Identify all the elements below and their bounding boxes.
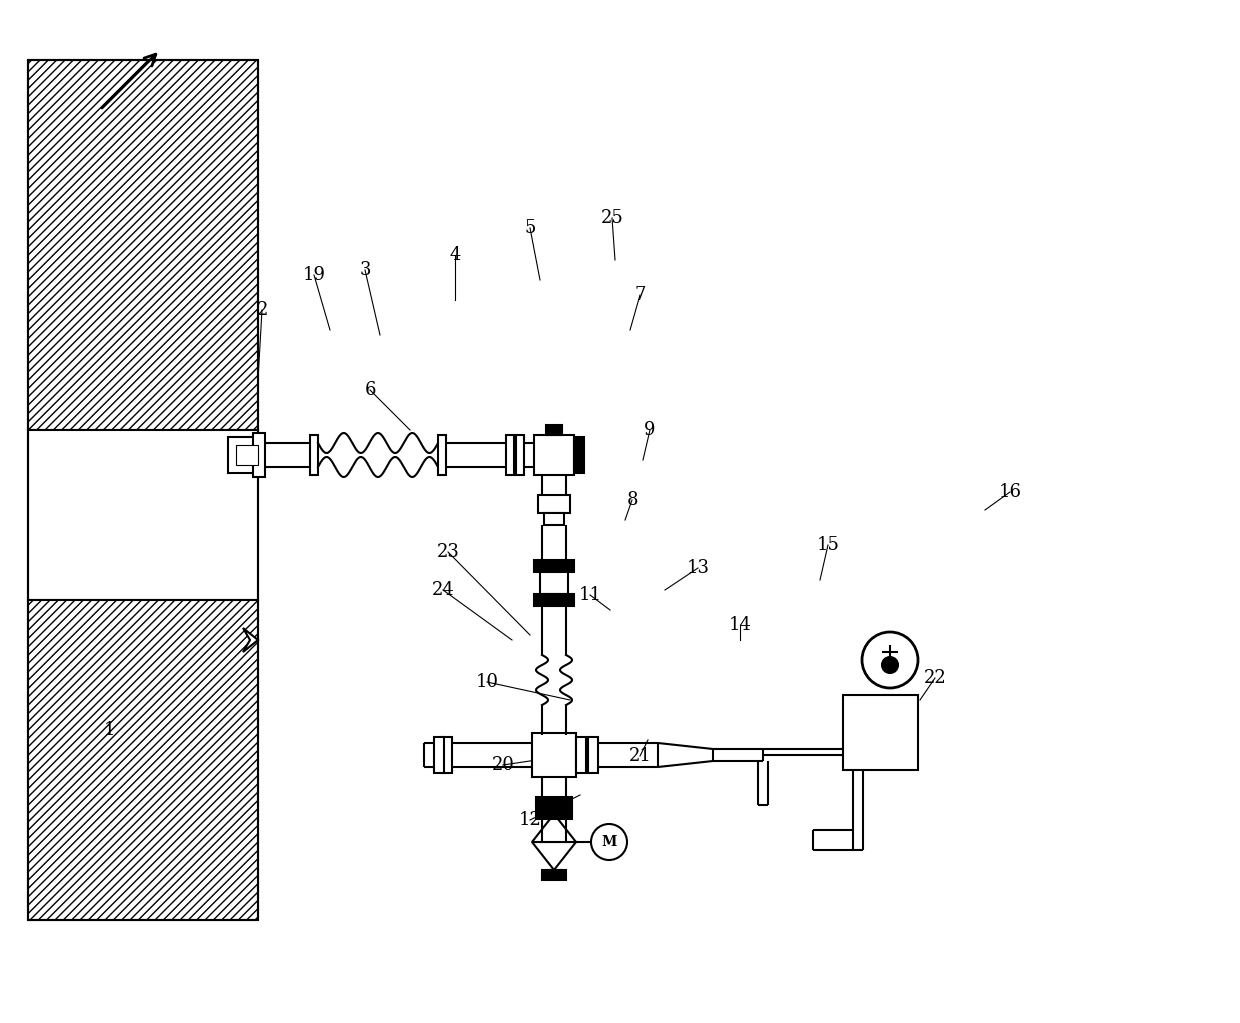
Bar [438,435,446,475]
Bar [536,797,572,807]
Bar [532,733,577,777]
Polygon shape [243,628,258,652]
Bar [538,495,570,513]
Bar [236,445,258,465]
Bar [577,737,587,773]
Bar [310,435,317,475]
Bar [534,435,574,475]
Text: 11: 11 [579,586,601,604]
Text: 5: 5 [525,219,536,237]
Text: 24: 24 [432,581,454,599]
Bar [506,435,515,475]
Bar [544,513,564,525]
Bar [534,560,574,572]
Text: 14: 14 [729,616,751,634]
Bar [542,870,565,880]
Text: 21: 21 [629,747,651,765]
Bar [546,425,562,435]
Bar [228,437,263,473]
Text: 10: 10 [475,673,498,691]
Text: 20: 20 [491,756,515,774]
Text: M: M [601,835,616,849]
Text: 19: 19 [303,266,325,284]
Text: 6: 6 [365,381,376,399]
Bar [29,60,258,430]
Bar [441,737,453,773]
Text: 13: 13 [687,559,709,577]
Text: 3: 3 [360,261,371,279]
Text: 8: 8 [626,491,637,509]
Bar [29,601,258,920]
Bar [253,433,265,477]
Text: 22: 22 [924,669,946,687]
Text: 25: 25 [600,209,624,227]
Circle shape [882,657,898,673]
Text: 4: 4 [449,246,461,264]
Text: 9: 9 [645,421,656,439]
Text: 23: 23 [436,543,460,561]
Text: 1: 1 [104,721,115,739]
Text: 12: 12 [518,811,542,829]
Bar [534,594,574,606]
Bar [29,430,258,601]
Text: 2: 2 [257,301,268,319]
Bar [539,572,568,594]
Text: 15: 15 [817,536,839,554]
Polygon shape [532,814,577,842]
Bar [588,737,598,773]
Bar [574,437,584,473]
Bar [516,435,525,475]
Text: 7: 7 [635,286,646,304]
Bar [843,695,918,770]
Bar [434,737,444,773]
Text: 16: 16 [998,483,1022,501]
Polygon shape [532,842,577,870]
Bar [536,809,572,819]
